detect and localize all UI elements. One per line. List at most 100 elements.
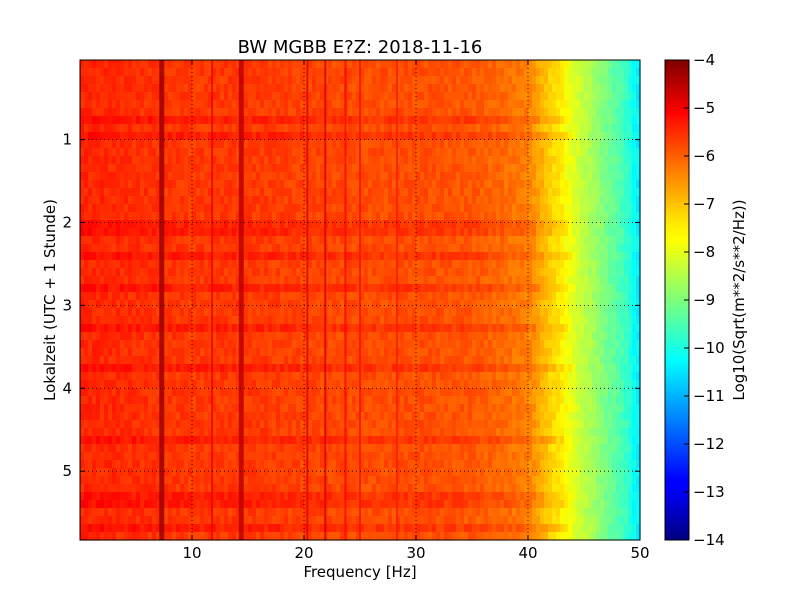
heatmap-cell bbox=[408, 212, 413, 221]
heatmap-cell bbox=[280, 300, 285, 309]
heatmap-cell bbox=[132, 220, 137, 229]
heatmap-cell bbox=[556, 188, 561, 197]
heatmap-cell bbox=[208, 132, 213, 141]
heatmap-cell bbox=[116, 148, 121, 157]
heatmap-cell bbox=[120, 244, 125, 253]
heatmap-cell bbox=[116, 236, 121, 245]
heatmap-cell bbox=[504, 236, 509, 245]
heatmap-cell bbox=[404, 108, 409, 117]
heatmap-cell bbox=[260, 260, 265, 269]
heatmap-cell bbox=[464, 108, 469, 117]
heatmap-cell bbox=[308, 284, 313, 293]
heatmap-cell bbox=[136, 316, 141, 325]
heatmap-cell bbox=[584, 76, 589, 85]
heatmap-cell bbox=[112, 340, 117, 349]
heatmap-cell bbox=[424, 276, 429, 285]
heatmap-cell bbox=[516, 76, 521, 85]
heatmap-cell bbox=[296, 284, 301, 293]
heatmap-cell bbox=[556, 68, 561, 77]
heatmap-cell bbox=[308, 124, 313, 133]
heatmap-cell bbox=[568, 300, 573, 309]
heatmap-cell bbox=[196, 108, 201, 117]
heatmap-cell bbox=[476, 268, 481, 277]
heatmap-cell bbox=[100, 172, 105, 181]
heatmap-cell bbox=[444, 228, 449, 237]
heatmap-cell bbox=[636, 236, 641, 245]
heatmap-cell bbox=[448, 92, 453, 101]
heatmap-cell bbox=[128, 148, 133, 157]
heatmap-cell bbox=[484, 332, 489, 341]
heatmap-cell bbox=[260, 196, 265, 205]
heatmap-cell bbox=[448, 76, 453, 85]
heatmap-cell bbox=[616, 252, 621, 261]
heatmap-cell bbox=[100, 132, 105, 141]
heatmap-cell bbox=[88, 260, 93, 269]
heatmap-cell bbox=[632, 156, 637, 165]
heatmap-cell bbox=[628, 276, 633, 285]
heatmap-cell bbox=[600, 188, 605, 197]
heatmap-cell bbox=[584, 140, 589, 149]
heatmap-cell bbox=[548, 228, 553, 237]
heatmap-cell bbox=[108, 340, 113, 349]
heatmap-cell bbox=[168, 92, 173, 101]
heatmap-cell bbox=[364, 188, 369, 197]
heatmap-cell bbox=[556, 180, 561, 189]
heatmap-cell bbox=[548, 212, 553, 221]
heatmap-cell bbox=[260, 228, 265, 237]
heatmap-cell bbox=[196, 308, 201, 317]
heatmap-cell bbox=[300, 180, 305, 189]
heatmap-cell bbox=[180, 156, 185, 165]
heatmap-cell bbox=[628, 204, 633, 213]
heatmap-cell bbox=[440, 164, 445, 173]
heatmap-cell bbox=[612, 188, 617, 197]
heatmap-cell bbox=[232, 116, 237, 125]
heatmap-cell bbox=[328, 108, 333, 117]
heatmap-cell bbox=[188, 252, 193, 261]
heatmap-cell bbox=[440, 308, 445, 317]
heatmap-cell bbox=[392, 196, 397, 205]
heatmap-cell bbox=[416, 116, 421, 125]
heatmap-cell bbox=[232, 332, 237, 341]
heatmap-cell bbox=[84, 140, 89, 149]
heatmap-cell bbox=[272, 188, 277, 197]
heatmap-cell bbox=[312, 188, 317, 197]
heatmap-cell bbox=[384, 340, 389, 349]
heatmap-cell bbox=[236, 308, 241, 317]
heatmap-cell bbox=[412, 292, 417, 301]
heatmap-cell bbox=[96, 116, 101, 125]
heatmap-cell bbox=[316, 108, 321, 117]
heatmap-cell bbox=[416, 76, 421, 85]
heatmap-cell bbox=[108, 212, 113, 221]
heatmap-cell bbox=[248, 284, 253, 293]
heatmap-cell bbox=[472, 284, 477, 293]
heatmap-cell bbox=[340, 228, 345, 237]
heatmap-cell bbox=[400, 252, 405, 261]
heatmap-cell bbox=[316, 276, 321, 285]
heatmap-cell bbox=[216, 204, 221, 213]
heatmap-cell bbox=[528, 76, 533, 85]
heatmap-cell bbox=[212, 84, 217, 93]
heatmap-cell bbox=[588, 292, 593, 301]
heatmap-cell bbox=[152, 340, 157, 349]
heatmap-cell bbox=[244, 252, 249, 261]
heatmap-cell bbox=[172, 172, 177, 181]
heatmap-cell bbox=[448, 108, 453, 117]
heatmap-cell bbox=[624, 100, 629, 109]
heatmap-cell bbox=[484, 244, 489, 253]
heatmap-cell bbox=[568, 284, 573, 293]
heatmap-cell bbox=[432, 228, 437, 237]
heatmap-cell bbox=[84, 92, 89, 101]
heatmap-cell bbox=[276, 300, 281, 309]
heatmap-cell bbox=[552, 212, 557, 221]
heatmap-cell bbox=[624, 332, 629, 341]
heatmap-cell bbox=[120, 292, 125, 301]
heatmap-cell bbox=[208, 76, 213, 85]
heatmap-cell bbox=[284, 252, 289, 261]
heatmap-cell bbox=[416, 268, 421, 277]
heatmap-cell bbox=[88, 100, 93, 109]
heatmap-cell bbox=[148, 156, 153, 165]
heatmap-cell bbox=[184, 212, 189, 221]
heatmap-cell bbox=[156, 116, 161, 125]
heatmap-cell bbox=[524, 68, 529, 77]
heatmap-cell bbox=[176, 188, 181, 197]
